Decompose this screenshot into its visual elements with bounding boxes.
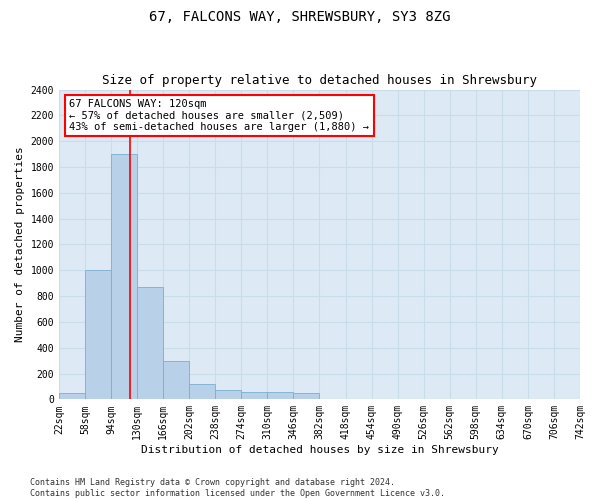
Text: 67 FALCONS WAY: 120sqm
← 57% of detached houses are smaller (2,509)
43% of semi-: 67 FALCONS WAY: 120sqm ← 57% of detached… bbox=[70, 99, 370, 132]
Bar bbox=[189, 384, 215, 400]
Text: Contains HM Land Registry data © Crown copyright and database right 2024.
Contai: Contains HM Land Registry data © Crown c… bbox=[30, 478, 445, 498]
Bar bbox=[163, 360, 189, 400]
Bar bbox=[215, 390, 241, 400]
Bar bbox=[241, 392, 268, 400]
Bar bbox=[137, 287, 163, 400]
Bar bbox=[59, 393, 85, 400]
Bar bbox=[85, 270, 111, 400]
Title: Size of property relative to detached houses in Shrewsbury: Size of property relative to detached ho… bbox=[102, 74, 537, 87]
Bar bbox=[293, 393, 319, 400]
Text: 67, FALCONS WAY, SHREWSBURY, SY3 8ZG: 67, FALCONS WAY, SHREWSBURY, SY3 8ZG bbox=[149, 10, 451, 24]
X-axis label: Distribution of detached houses by size in Shrewsbury: Distribution of detached houses by size … bbox=[140, 445, 499, 455]
Bar bbox=[268, 392, 293, 400]
Y-axis label: Number of detached properties: Number of detached properties bbox=[15, 146, 25, 342]
Bar bbox=[111, 154, 137, 400]
